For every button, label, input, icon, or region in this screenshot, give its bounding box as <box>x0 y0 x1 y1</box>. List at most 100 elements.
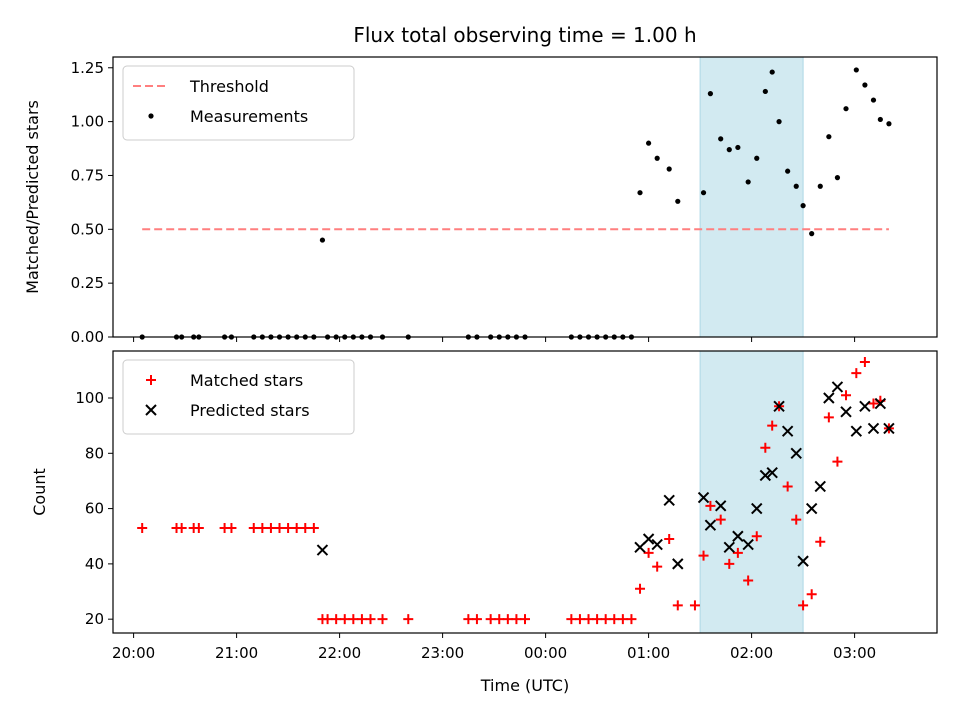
predicted-star-point <box>867 422 880 435</box>
matched-star-point <box>798 600 809 611</box>
chart-title: Flux total observing time = 1.00 h <box>353 23 696 47</box>
measurement-point <box>745 179 751 185</box>
measurement-point <box>637 190 643 196</box>
matched-star-point <box>520 614 530 625</box>
matched-star-point <box>471 614 482 625</box>
x-tick-label: 01:00 <box>627 644 670 662</box>
predicted-star-point <box>663 494 675 507</box>
matched-star-point <box>300 522 311 533</box>
measurement-point <box>700 190 707 196</box>
legend: Matched stars Predicted stars <box>122 359 355 435</box>
measurement-point <box>319 237 326 243</box>
bottom-panel: 20 40 60 80 100 20:00 21:00 22:00 23:00 00:00 01:0… <box>30 350 938 695</box>
matched-star-point <box>463 614 474 625</box>
matched-star-point <box>274 522 285 533</box>
matched-star-point <box>652 561 663 572</box>
matched-star-point <box>511 614 522 625</box>
x-axis-label: Time (UTC) <box>480 676 569 695</box>
matched-star-point <box>851 368 862 379</box>
matched-star-point <box>635 583 646 594</box>
y-tick-label: 100 <box>75 389 104 407</box>
matched-star-point <box>806 589 817 600</box>
matched-star-point <box>743 575 754 586</box>
series-matched-stars <box>137 357 894 625</box>
y-tick-label: 1.00 <box>71 113 104 131</box>
matched-star-point <box>751 531 762 542</box>
predicted-star-point <box>790 447 802 460</box>
y-tick-label: 0.00 <box>71 328 104 346</box>
legend-measurement-swatch <box>148 113 154 119</box>
measurement-point <box>870 97 877 103</box>
top-panel: 0.00 0.25 0.50 0.75 1.00 1.25 Matched/Predicte… <box>23 56 938 346</box>
measurement-point <box>718 136 724 142</box>
x-tick-label: 00:00 <box>524 644 567 662</box>
measurement-point <box>826 134 832 140</box>
matched-star-point <box>609 614 620 625</box>
measurement-point <box>817 183 823 189</box>
legend-label: Threshold <box>189 77 269 96</box>
matched-star-point <box>664 534 675 544</box>
y-tick-label: 0.50 <box>71 220 104 238</box>
predicted-star-point <box>859 400 871 413</box>
legend-predicted-swatch <box>145 404 157 416</box>
legend: Threshold Measurements <box>122 65 355 141</box>
measurement-point <box>707 91 714 97</box>
matched-star-point <box>643 547 654 558</box>
matched-star-point <box>494 614 505 625</box>
matched-star-point <box>600 614 611 625</box>
matched-star-point <box>705 500 716 511</box>
matched-star-point <box>322 614 333 625</box>
measurement-point <box>862 82 868 88</box>
x-tick-label: 03:00 <box>833 644 876 662</box>
matched-star-point <box>791 514 802 525</box>
y-tick-label: 40 <box>85 555 104 573</box>
x-tick-label: 02:00 <box>730 644 773 662</box>
predicted-star-point <box>759 469 772 482</box>
matched-star-point <box>226 522 237 533</box>
predicted-star-point <box>672 558 684 570</box>
measurement-point <box>853 67 859 73</box>
matched-star-point <box>732 547 743 558</box>
matched-star-point <box>502 614 513 625</box>
predicted-star-point <box>697 491 710 504</box>
y-tick-label: 20 <box>85 610 104 628</box>
predicted-star-point <box>723 541 735 554</box>
matched-star-point <box>767 420 778 431</box>
y-axis-label: Matched/Predicted stars <box>23 100 42 294</box>
predicted-star-point <box>773 400 785 413</box>
matched-star-point <box>308 522 319 533</box>
measurement-point <box>646 140 652 146</box>
matched-star-point <box>348 614 359 625</box>
y-tick-label: 1.25 <box>71 59 104 77</box>
predicted-star-point <box>781 425 794 437</box>
matched-star-point <box>689 600 700 611</box>
measurement-point <box>793 183 799 189</box>
measurement-point <box>800 203 806 209</box>
matched-star-point <box>291 522 302 533</box>
matched-star-point <box>574 614 585 625</box>
matched-star-point <box>823 412 834 423</box>
matched-star-point <box>782 481 793 492</box>
series-predicted-stars <box>316 381 895 570</box>
matched-star-point <box>137 522 148 533</box>
measurement-point <box>762 88 768 95</box>
matched-star-point <box>356 614 367 625</box>
measurement-point <box>735 144 741 151</box>
legend-box <box>122 359 355 435</box>
measurement-point <box>769 69 775 75</box>
matched-star-point <box>868 398 879 409</box>
legend-label: Measurements <box>190 107 308 126</box>
predicted-star-point <box>704 519 717 531</box>
measurement-point <box>785 168 791 174</box>
matched-star-point <box>698 550 709 561</box>
predicted-star-point <box>316 544 329 556</box>
measurement-point <box>877 116 883 123</box>
legend-label: Predicted stars <box>190 401 310 420</box>
matched-star-point <box>617 614 628 625</box>
matched-star-point <box>592 614 603 625</box>
matched-star-point <box>832 456 843 467</box>
y-tick-label: 0.75 <box>71 166 104 184</box>
predicted-star-point <box>742 538 754 551</box>
measurement-point <box>776 119 782 125</box>
